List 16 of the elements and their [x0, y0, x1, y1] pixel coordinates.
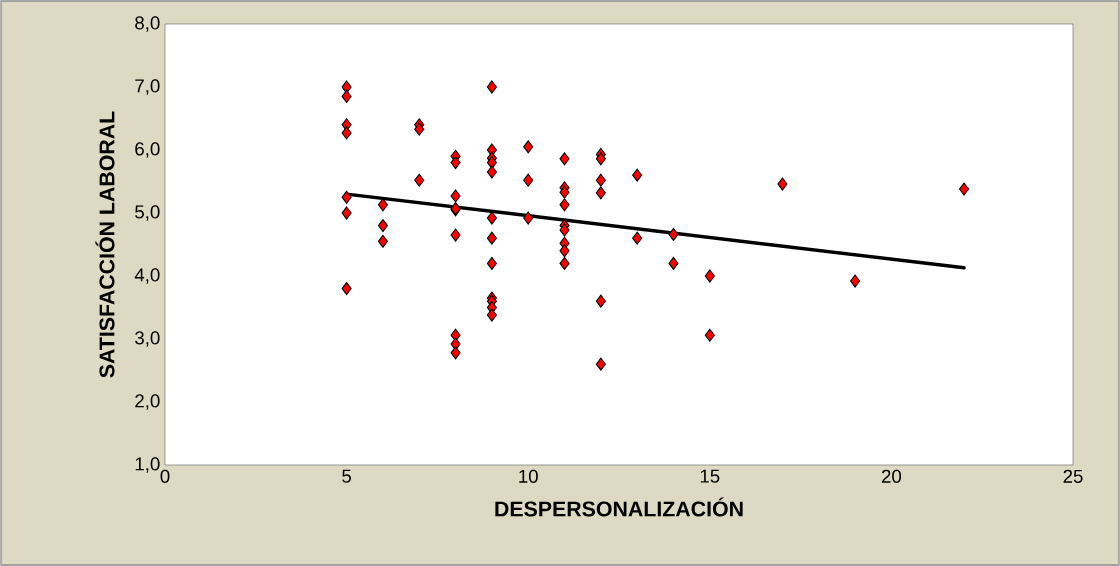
x-tick-label: 25 — [1063, 469, 1083, 483]
y-tick-label: 1,0 — [135, 457, 160, 473]
y-tick-label: 7,0 — [135, 79, 160, 95]
y-tick-label: 4,0 — [134, 268, 160, 284]
x-tick-label: 10 — [519, 469, 538, 483]
x-tick-label: 20 — [881, 469, 902, 483]
y-tick-label: 2,0 — [135, 394, 160, 410]
x-tick-label: 5 — [342, 469, 352, 483]
x-tick-label: 15 — [700, 469, 720, 483]
x-tick-label: 0 — [160, 469, 170, 483]
y-tick-label: 3,0 — [135, 331, 160, 347]
y-tick-label: 6,0 — [135, 142, 160, 158]
y-axis-title: SATISFACCIÓN LABORAL — [95, 111, 115, 378]
y-tick-label: 5,0 — [135, 205, 160, 221]
x-axis-title: DESPERSONALIZACIÓN — [495, 497, 743, 517]
y-tick-label: 8,0 — [135, 16, 160, 32]
